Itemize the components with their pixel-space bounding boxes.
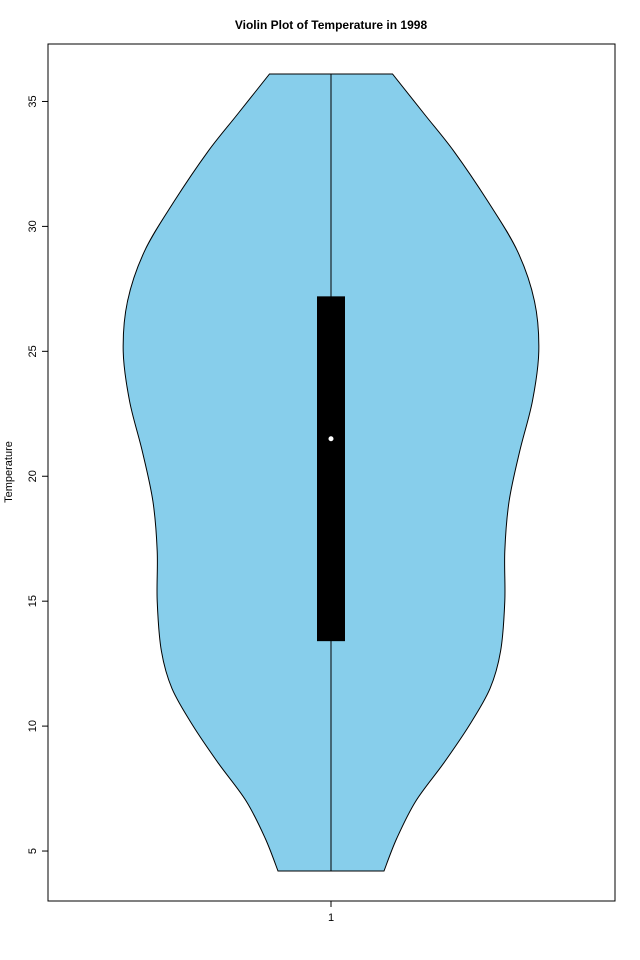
y-tick-label: 10 [27,720,39,732]
iqr-box [317,296,345,642]
violin-layer [122,73,540,872]
y-axis: 5 10 15 20 25 30 35 [27,95,49,854]
y-tick-label: 30 [27,220,39,232]
median-point [328,436,334,442]
chart-title: Violin Plot of Temperature in 1998 [235,18,428,32]
y-axis-label: Temperature [3,441,15,503]
y-tick-label: 35 [27,95,39,107]
x-axis: 1 [328,901,334,924]
y-tick-label: 5 [27,848,39,854]
y-tick-label: 20 [27,470,39,482]
y-tick-label: 25 [27,345,39,357]
y-tick-label: 15 [27,595,39,607]
x-tick-label: 1 [328,912,334,924]
